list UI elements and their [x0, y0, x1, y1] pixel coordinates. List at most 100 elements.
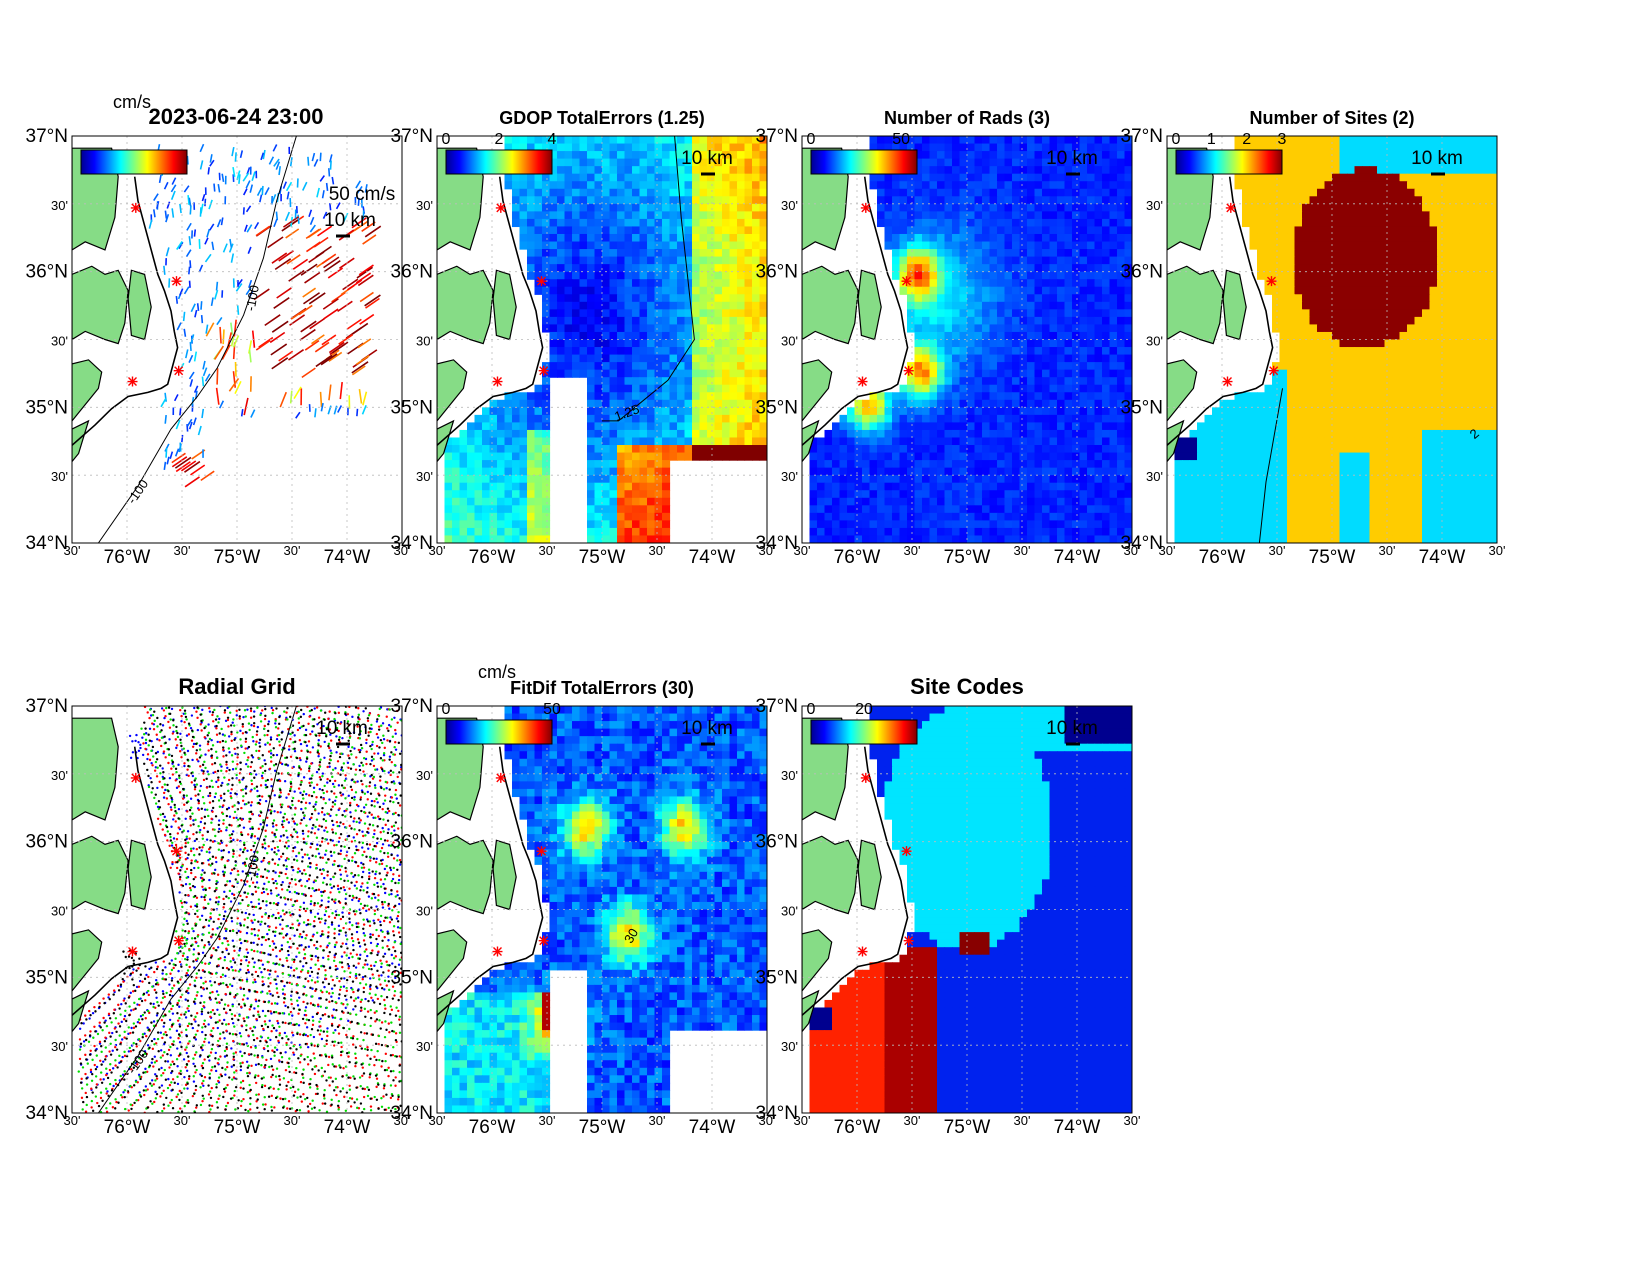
- current-vector: [328, 351, 343, 362]
- current-vector: [356, 266, 374, 279]
- lon-tick-label: 30': [904, 543, 921, 558]
- lat-tick-label: 30': [1146, 334, 1163, 349]
- current-vector: [230, 322, 234, 335]
- current-vector: [353, 220, 368, 232]
- current-vector: [202, 367, 208, 377]
- current-vector: [216, 219, 222, 228]
- lat-tick-label: 37°N: [391, 696, 433, 717]
- lat-tick-label: 30': [51, 1039, 68, 1054]
- radar-site-marker: [857, 376, 868, 387]
- current-vector: [288, 269, 305, 282]
- scale-bar-label: 10 km: [1411, 148, 1463, 169]
- current-vector: [251, 171, 256, 182]
- current-vector: [235, 283, 243, 292]
- current-vector: [309, 216, 315, 225]
- current-vector: [182, 311, 186, 322]
- current-vector: [178, 241, 184, 250]
- current-vector: [209, 154, 213, 163]
- lat-tick-label: 30': [416, 904, 433, 919]
- timestamp-title: 2023-06-24 23:00: [149, 104, 324, 129]
- current-vector: [193, 351, 198, 362]
- land-mass: [72, 717, 119, 821]
- colorbar: [810, 149, 918, 175]
- current-vector: [174, 448, 180, 457]
- current-vector: [271, 252, 288, 264]
- map-frame: [71, 705, 403, 1114]
- current-vector: [209, 159, 215, 167]
- current-vector: [180, 460, 197, 472]
- current-vector: [248, 349, 252, 363]
- lon-tick-label: 30': [539, 543, 556, 558]
- current-vector: [357, 197, 360, 206]
- current-vector: [358, 264, 374, 276]
- lat-tick-label: 35°N: [756, 967, 798, 988]
- current-vector: [245, 287, 252, 296]
- current-vector: [284, 211, 291, 221]
- current-vector: [289, 390, 293, 404]
- panel-gdop: 37°N30'36°N30'35°N30'34°N30' 76°W 30' 75°W 3…: [391, 108, 776, 568]
- lon-tick-label: 75°W: [944, 547, 991, 568]
- current-vector: [200, 301, 203, 310]
- current-vector: [188, 197, 192, 207]
- lon-tick-label: 30': [394, 543, 411, 558]
- current-vector: [189, 379, 194, 387]
- coastline: [72, 176, 179, 446]
- current-vector: [160, 398, 167, 408]
- current-vector: [292, 258, 309, 270]
- current-vector: [188, 266, 191, 275]
- current-vector: [275, 211, 279, 221]
- land-mass: [72, 835, 129, 915]
- current-vector: [273, 218, 278, 228]
- lat-tick-label: 34°N: [26, 1103, 68, 1124]
- lon-tick-label: 74°W: [1054, 547, 1101, 568]
- lat-tick-label: 36°N: [1121, 262, 1163, 283]
- current-vector: [323, 256, 340, 269]
- current-vector: [264, 314, 281, 327]
- lon-tick-label: 30': [64, 543, 81, 558]
- land-mass: [802, 419, 820, 463]
- radar-site-marker: [1266, 276, 1277, 287]
- current-vector: [274, 258, 292, 271]
- current-vector: [206, 228, 211, 238]
- lat-tick-label: 30': [781, 469, 798, 484]
- current-vector: [175, 419, 181, 430]
- current-vector: [215, 387, 220, 405]
- current-vector: [299, 328, 316, 341]
- current-vector: [288, 349, 305, 361]
- current-vector: [163, 265, 166, 275]
- current-vector: [328, 341, 345, 354]
- radar-site-marker: [495, 202, 506, 213]
- lat-tick-label: 30': [781, 198, 798, 213]
- lon-tick-label: 30': [429, 1113, 446, 1128]
- colorbar-tick: 3: [1278, 131, 1287, 148]
- current-vector: [342, 278, 359, 291]
- current-vector: [222, 243, 228, 253]
- current-vector: [174, 456, 192, 469]
- current-vector: [295, 411, 301, 419]
- current-vector: [317, 225, 333, 237]
- current-vector: [329, 160, 332, 170]
- land-mass: [802, 989, 820, 1033]
- current-vector: [228, 377, 240, 392]
- land-mass: [1167, 419, 1185, 463]
- current-vector: [300, 320, 317, 333]
- current-vector: [250, 409, 256, 418]
- radar-site-marker: [495, 772, 506, 783]
- panel-nsites: 37°N30'36°N30'35°N30'34°N30' 76°W 30' 75°W 3…: [1121, 108, 1506, 568]
- current-vector: [301, 181, 308, 191]
- current-vector: [221, 344, 231, 360]
- lat-tick-label: 37°N: [756, 126, 798, 147]
- colorbar-tick: 0: [442, 131, 451, 148]
- current-vector: [362, 234, 377, 245]
- lat-tick-label: 34°N: [756, 533, 798, 554]
- current-vector: [319, 175, 325, 182]
- current-vector: [309, 224, 316, 233]
- current-vector: [276, 287, 292, 299]
- map-frame: [801, 135, 1133, 544]
- land-mass: [1167, 265, 1224, 345]
- current-vector: [201, 408, 205, 419]
- current-vector: [321, 334, 337, 346]
- current-vector: [192, 417, 197, 426]
- coastline: [437, 176, 544, 446]
- colorbar-tick: 2: [495, 131, 504, 148]
